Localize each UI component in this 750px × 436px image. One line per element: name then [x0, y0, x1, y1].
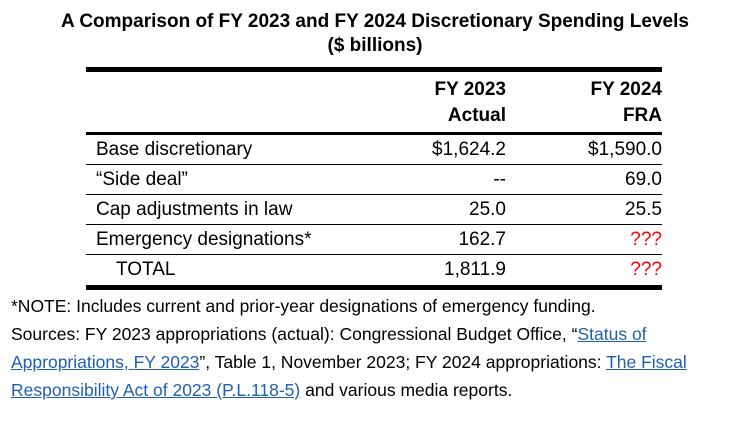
row-label: Emergency designations*: [96, 228, 312, 250]
sources-text-3: and various media reports.: [300, 380, 513, 400]
table-row: Cap adjustments in law 25.0 25.5: [86, 195, 662, 225]
header-fy2023: FY 2023 Actual: [406, 72, 506, 132]
header-fy2023-line2: Actual: [447, 105, 506, 126]
table-bottom-rule: [86, 285, 662, 290]
row-label: Base discretionary: [96, 138, 253, 160]
spending-table: FY 2023 Actual FY 2024 FRA Base discreti…: [86, 67, 662, 290]
row-fy2024-total-unknown: ???: [630, 259, 662, 280]
header-fy2024-line1: FY 2024: [590, 79, 662, 100]
header-label-spacer: [86, 72, 406, 132]
row-fy2023-value: $1,624.2: [432, 138, 506, 160]
sources-text-2: ”, Table 1, November 2023; FY 2024 appro…: [199, 352, 607, 372]
notes-block: *NOTE: Includes current and prior-year d…: [11, 292, 747, 404]
table-total-row: TOTAL 1,811.9 ???: [86, 255, 662, 285]
table-top-rule: [86, 67, 662, 72]
title-line-2: ($ billions): [327, 35, 423, 56]
row-label: Cap adjustments in law: [96, 198, 293, 220]
row-fy2024-value-unknown: ???: [630, 228, 662, 250]
fra-law-link[interactable]: The Fiscal Responsibility Act of 2023 (P…: [11, 352, 687, 400]
table-row: Emergency designations* 162.7 ???: [86, 225, 662, 255]
table-row: “Side deal” -- 69.0: [86, 165, 662, 195]
row-label: “Side deal”: [96, 168, 188, 190]
title-line-1: A Comparison of FY 2023 and FY 2024 Disc…: [61, 11, 689, 32]
note-text: *NOTE: Includes current and prior-year d…: [11, 296, 596, 316]
table-header-row: FY 2023 Actual FY 2024 FRA: [86, 72, 662, 132]
header-fy2024: FY 2024 FRA: [506, 72, 662, 132]
table-header-rule: [86, 132, 662, 135]
sources-text-1: Sources: FY 2023 appropriations (actual)…: [11, 324, 578, 344]
row-fy2024-value: $1,590.0: [588, 138, 662, 160]
row-fy2023-total: 1,811.9: [444, 259, 506, 280]
header-fy2024-line2: FRA: [622, 105, 662, 126]
page-title: A Comparison of FY 2023 and FY 2024 Disc…: [0, 10, 750, 58]
row-label-total: TOTAL: [116, 259, 176, 280]
row-fy2023-value: 25.0: [469, 198, 506, 220]
row-fy2023-value: --: [493, 168, 506, 190]
row-fy2023-value: 162.7: [458, 228, 506, 250]
row-fy2024-value: 69.0: [625, 168, 662, 190]
row-fy2024-value: 25.5: [625, 198, 662, 220]
header-fy2023-line1: FY 2023: [434, 79, 506, 100]
table-row: Base discretionary $1,624.2 $1,590.0: [86, 135, 662, 165]
cbo-status-link[interactable]: Status of Appropriations, FY 2023: [11, 324, 647, 372]
